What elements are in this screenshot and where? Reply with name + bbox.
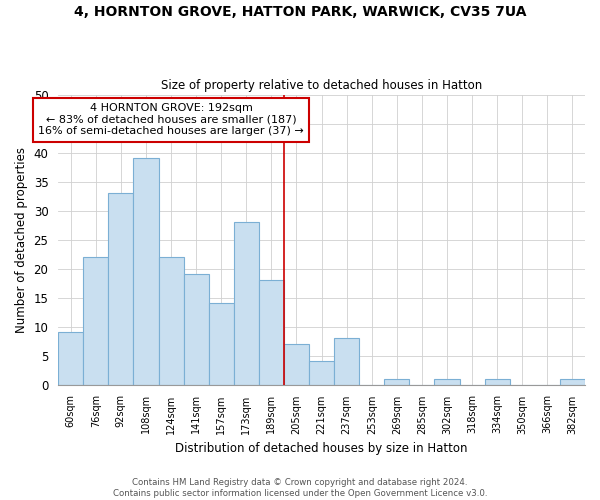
Bar (158, 257, 184, 384)
Bar (209, 304, 234, 384)
Text: 4 HORNTON GROVE: 192sqm
← 83% of detached houses are smaller (187)
16% of semi-d: 4 HORNTON GROVE: 192sqm ← 83% of detache… (38, 104, 304, 136)
Bar (133, 158, 158, 384)
X-axis label: Distribution of detached houses by size in Hatton: Distribution of detached houses by size … (175, 442, 468, 455)
Bar (284, 344, 309, 385)
Bar (309, 362, 334, 384)
Bar (384, 379, 409, 384)
Bar (58, 332, 83, 384)
Bar (234, 222, 259, 384)
Bar (83, 257, 109, 384)
Y-axis label: Number of detached properties: Number of detached properties (15, 146, 28, 332)
Bar (259, 280, 284, 384)
Bar (184, 274, 209, 384)
Bar (560, 379, 585, 384)
Title: Size of property relative to detached houses in Hatton: Size of property relative to detached ho… (161, 79, 482, 92)
Text: Contains HM Land Registry data © Crown copyright and database right 2024.
Contai: Contains HM Land Registry data © Crown c… (113, 478, 487, 498)
Bar (434, 379, 460, 384)
Bar (485, 379, 510, 384)
Text: 4, HORNTON GROVE, HATTON PARK, WARWICK, CV35 7UA: 4, HORNTON GROVE, HATTON PARK, WARWICK, … (74, 5, 526, 19)
Bar (109, 193, 133, 384)
Bar (334, 338, 359, 384)
